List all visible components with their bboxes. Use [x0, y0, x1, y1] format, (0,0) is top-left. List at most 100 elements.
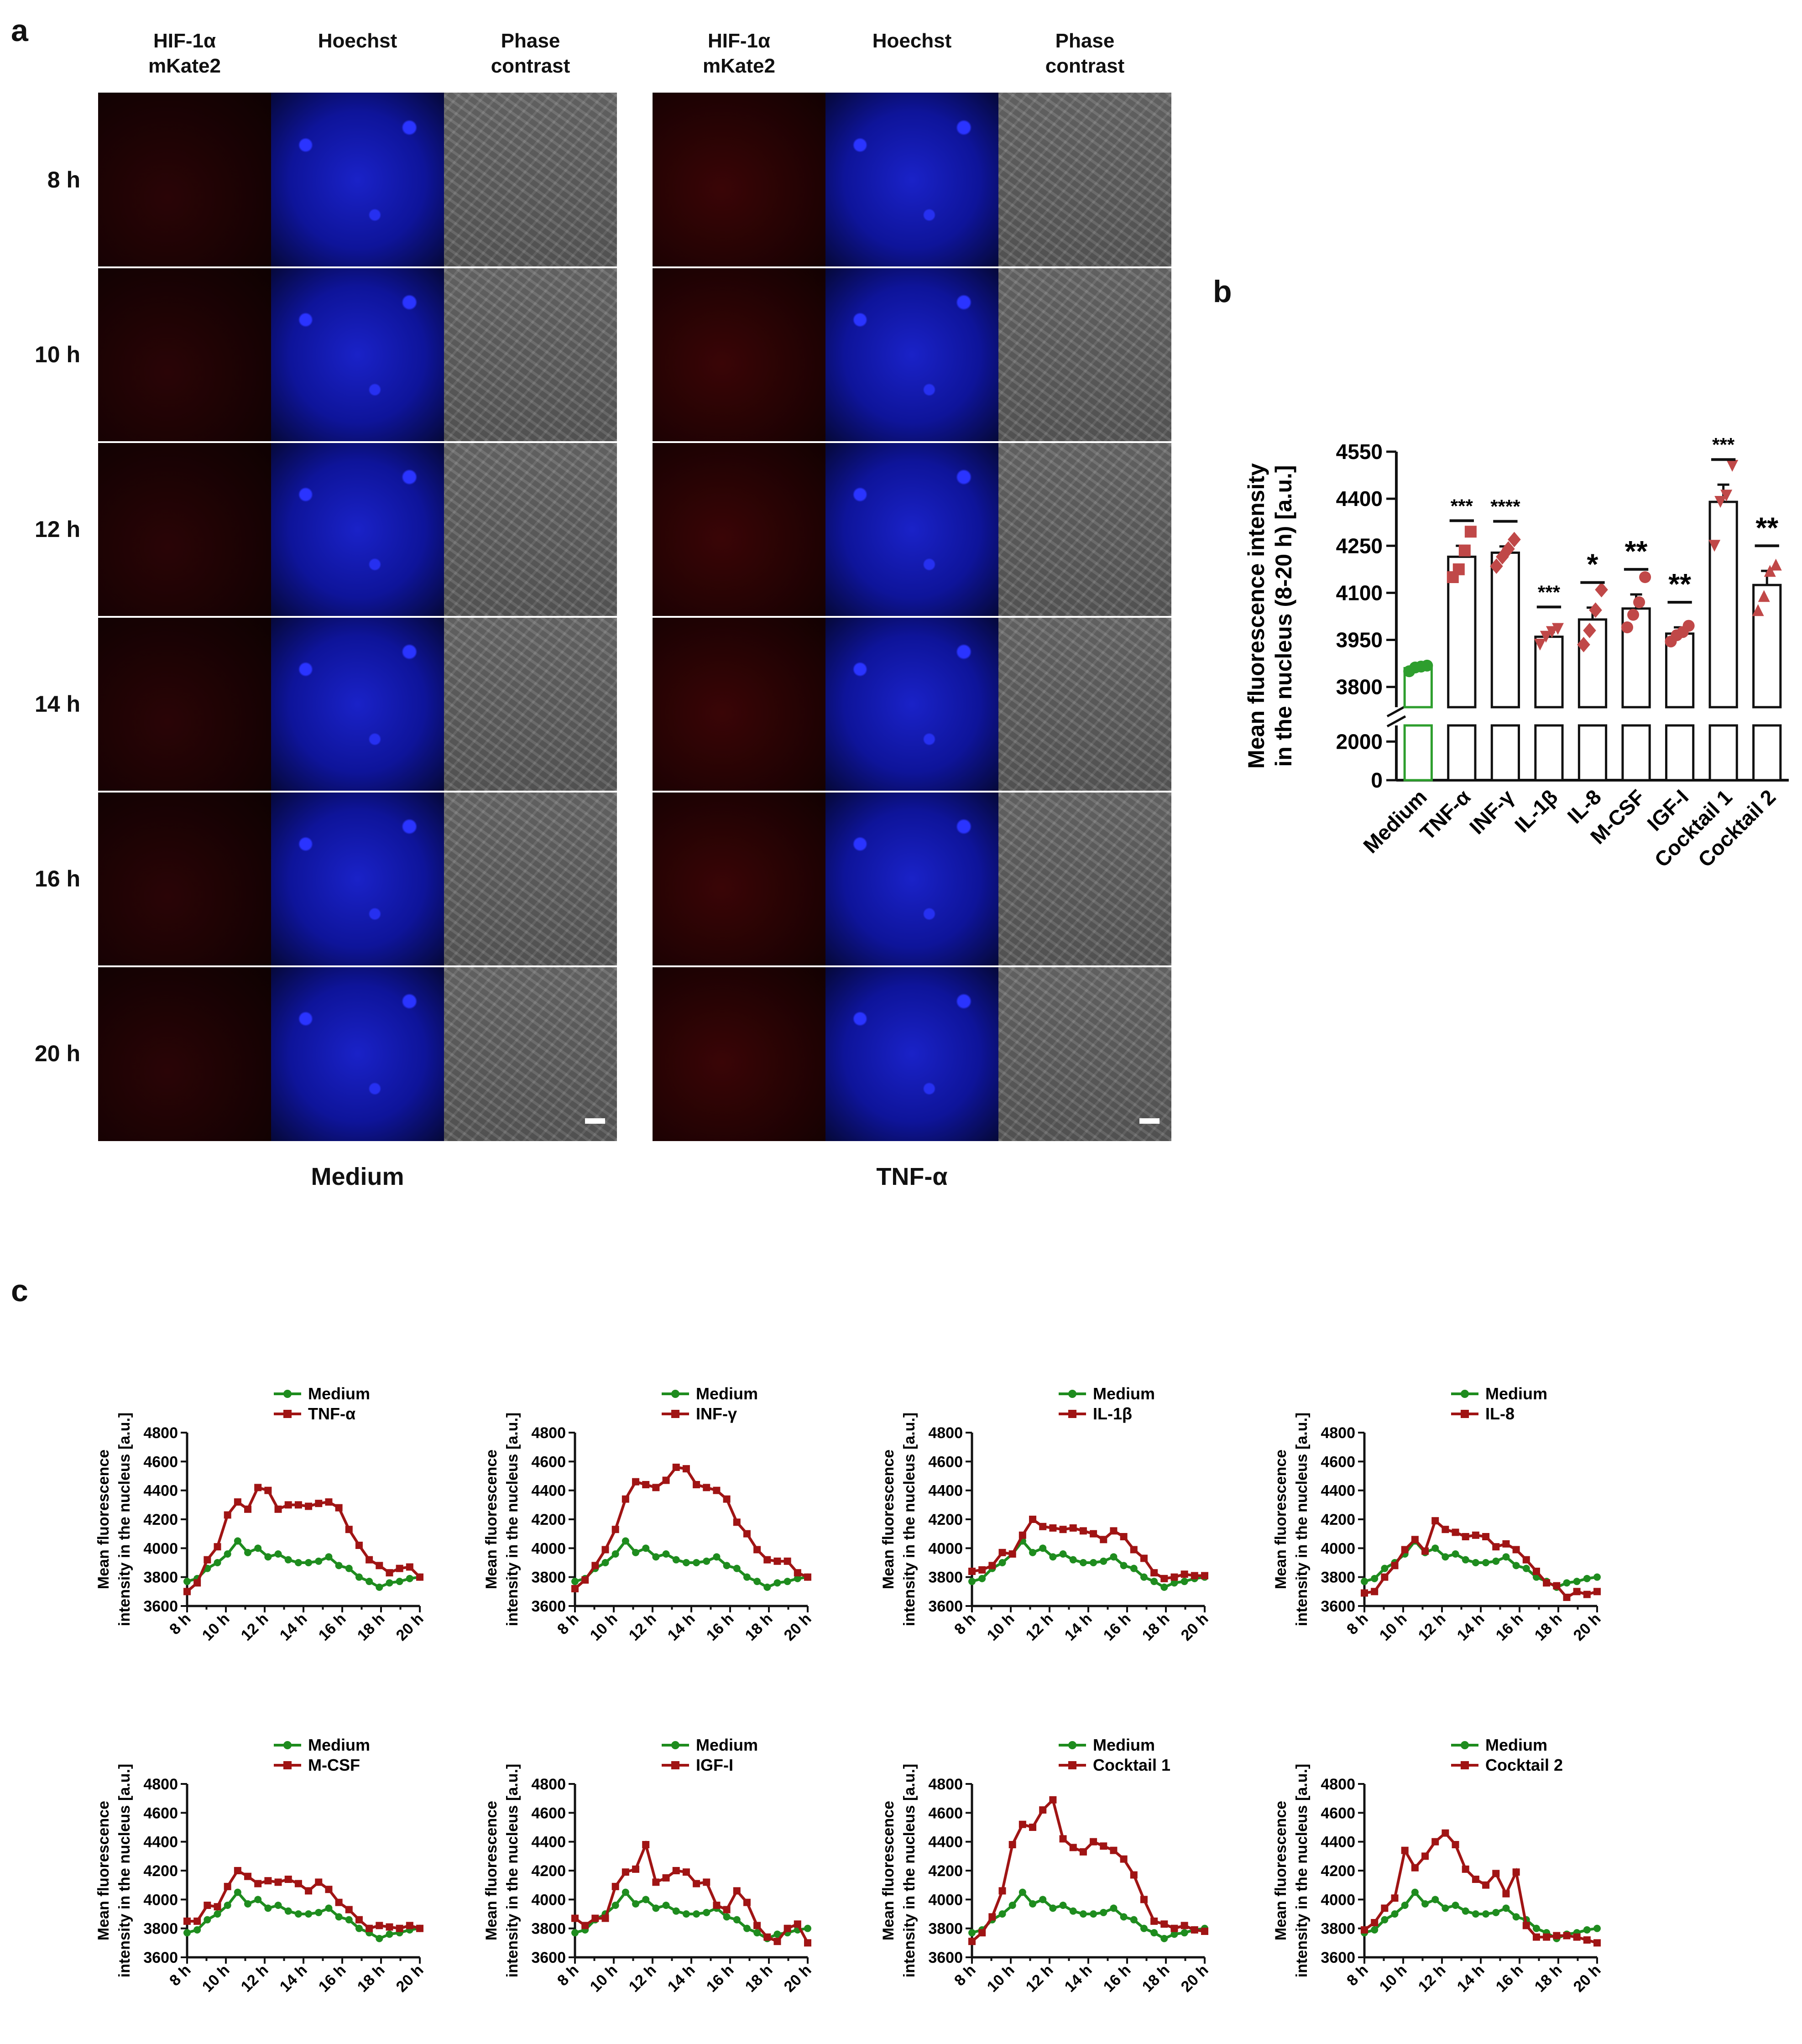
- series-point: [264, 1904, 272, 1912]
- series-point: [264, 1877, 272, 1885]
- series-point: [1079, 1559, 1087, 1566]
- series-point: [773, 1579, 781, 1587]
- y-tick-label: 4200: [928, 1511, 963, 1528]
- series-point: [1431, 1517, 1439, 1525]
- series-point: [693, 1559, 700, 1566]
- y-axis-label: Mean fluorescence intensity in the nucleu…: [95, 1764, 133, 1978]
- series-point: [733, 1916, 741, 1924]
- significance-label: ***: [1451, 495, 1473, 516]
- category-label: INF-γ: [1465, 785, 1519, 839]
- series-point: [294, 1559, 302, 1566]
- legend-marker: [671, 1410, 679, 1418]
- series-point: [978, 1566, 986, 1574]
- series-point: [386, 1923, 393, 1931]
- x-tick-label: 20 h: [393, 1610, 427, 1644]
- series-point: [1522, 1556, 1530, 1564]
- bar: [1490, 724, 1520, 782]
- column-label: Phase contrast: [1045, 30, 1125, 77]
- legend-marker: [1068, 1761, 1076, 1769]
- y-tick-label: 4000: [928, 1891, 963, 1908]
- series-point: [335, 1913, 343, 1921]
- series-point: [794, 1575, 801, 1582]
- series-point: [284, 1501, 292, 1509]
- legend-label: INF-γ: [696, 1404, 737, 1423]
- series-point: [204, 1556, 211, 1564]
- series-point: [1069, 1524, 1077, 1532]
- significance-label: **: [1668, 568, 1691, 600]
- y-tick-label: 4200: [531, 1511, 566, 1528]
- series-point: [662, 1902, 670, 1909]
- x-tick-label: 12 h: [1023, 1610, 1057, 1644]
- series-point: [1049, 1553, 1057, 1561]
- y-tick-label: 3600: [531, 1598, 566, 1615]
- x-tick-label: 14 h: [1061, 1610, 1096, 1644]
- series-point: [1039, 1544, 1047, 1552]
- y-tick-label: 4400: [531, 1482, 566, 1500]
- series-point: [1512, 1562, 1520, 1570]
- series-point: [753, 1922, 761, 1929]
- series-point: [642, 1481, 650, 1488]
- data-point: [1502, 541, 1515, 557]
- series-point: [652, 1878, 660, 1886]
- series-point: [1482, 1559, 1490, 1566]
- series-point: [763, 1933, 771, 1941]
- series-point: [254, 1880, 262, 1888]
- phase-contrast-image: [998, 442, 1171, 617]
- series-point: [1472, 1910, 1479, 1918]
- series-point: [1553, 1582, 1561, 1590]
- series-point: [406, 1575, 413, 1582]
- series-point: [1140, 1924, 1148, 1932]
- series-point: [355, 1542, 363, 1549]
- series-point: [214, 1559, 221, 1566]
- column-label: HIF-1α mKate2: [703, 30, 775, 77]
- series-point: [366, 1556, 373, 1564]
- series-point: [274, 1902, 282, 1909]
- series-point: [1522, 1564, 1530, 1572]
- row-separator: [98, 965, 617, 967]
- series-point: [1361, 1926, 1368, 1934]
- series-point: [386, 1579, 393, 1587]
- y-tick-label: 4200: [1321, 1862, 1355, 1880]
- series-point: [325, 1904, 333, 1912]
- series-point: [264, 1486, 272, 1494]
- phase-contrast-image: [444, 93, 617, 267]
- series-point: [998, 1887, 1006, 1895]
- bar: [1403, 724, 1433, 782]
- series-point: [1573, 1588, 1581, 1596]
- y-tick-label: 4200: [143, 1862, 178, 1880]
- phase-contrast-image: [998, 93, 1171, 267]
- data-point: [1508, 532, 1521, 548]
- mkate2-image: [98, 93, 271, 267]
- series-point: [1059, 1835, 1067, 1843]
- y-axis-label: Mean fluorescence intensity in the nucleu…: [95, 1413, 133, 1627]
- legend-marker: [283, 1390, 292, 1398]
- y-tick-label: 4100: [1336, 581, 1383, 605]
- series-point: [642, 1896, 650, 1903]
- series-point: [1140, 1573, 1148, 1581]
- row-separator: [653, 791, 1171, 793]
- legend-marker: [1461, 1761, 1469, 1769]
- significance-label: **: [1755, 511, 1778, 544]
- condition-label: Medium: [311, 1163, 404, 1190]
- series-point: [743, 1924, 751, 1932]
- series-point: [743, 1573, 751, 1581]
- phase-contrast-image: [444, 792, 617, 966]
- series-line: [972, 1538, 1205, 1589]
- series-point: [234, 1537, 241, 1545]
- series-point: [1008, 1902, 1016, 1909]
- y-axis-label: Mean fluorescence intensityin the nucleu…: [1243, 463, 1296, 769]
- x-tick-label: 12 h: [238, 1610, 272, 1644]
- series-point: [1452, 1841, 1459, 1848]
- y-tick-label: 3600: [928, 1598, 963, 1615]
- series-point: [672, 1867, 680, 1874]
- series-line: [574, 1465, 809, 1590]
- series-point: [234, 1888, 241, 1896]
- series-point: [214, 1910, 221, 1918]
- series-point: [632, 1478, 640, 1486]
- series-point: [1593, 1588, 1601, 1596]
- y-tick-label: 3800: [928, 1920, 963, 1938]
- series-point: [254, 1544, 262, 1552]
- y-tick-label: 4200: [143, 1511, 178, 1528]
- series-point: [1110, 1846, 1118, 1854]
